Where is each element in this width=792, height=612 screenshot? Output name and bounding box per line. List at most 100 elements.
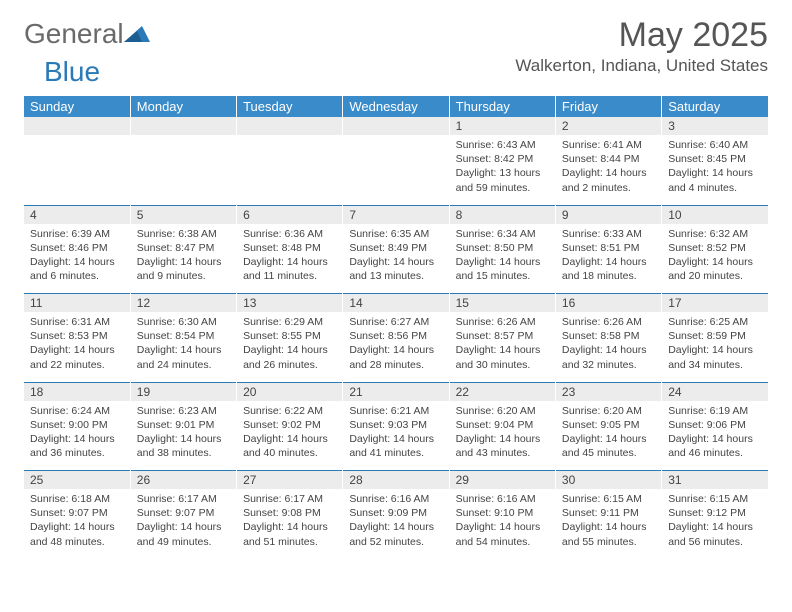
location: Walkerton, Indiana, United States [515,56,768,76]
day-detail-cell: Sunrise: 6:27 AMSunset: 8:56 PMDaylight:… [343,312,449,382]
logo-word1: General [24,18,124,50]
month-title: May 2025 [515,18,768,52]
day-detail-cell: Sunrise: 6:31 AMSunset: 8:53 PMDaylight:… [24,312,130,382]
sunrise-text: Sunrise: 6:38 AM [137,227,230,241]
daylight-text: Daylight: 14 hours and 15 minutes. [456,255,549,283]
day-header: Thursday [449,96,555,117]
daylight-text: Daylight: 14 hours and 2 minutes. [562,166,655,194]
sunset-text: Sunset: 9:10 PM [456,506,549,520]
daylight-text: Daylight: 14 hours and 22 minutes. [30,343,124,371]
sunset-text: Sunset: 8:49 PM [349,241,442,255]
sunset-text: Sunset: 8:45 PM [668,152,762,166]
day-header: Friday [555,96,661,117]
day-detail-cell: Sunrise: 6:17 AMSunset: 9:08 PMDaylight:… [237,489,343,559]
sunset-text: Sunset: 9:12 PM [668,506,762,520]
day-number-cell: 20 [237,382,343,401]
day-number-cell: 10 [662,205,768,224]
page: General May 2025 Walkerton, Indiana, Uni… [0,0,792,577]
daylight-text: Daylight: 14 hours and 55 minutes. [562,520,655,548]
day-detail-cell [343,135,449,205]
sunset-text: Sunset: 9:04 PM [456,418,549,432]
day-number-cell: 21 [343,382,449,401]
daylight-text: Daylight: 14 hours and 9 minutes. [137,255,230,283]
daylight-text: Daylight: 14 hours and 32 minutes. [562,343,655,371]
day-detail-cell: Sunrise: 6:21 AMSunset: 9:03 PMDaylight:… [343,401,449,471]
sunrise-text: Sunrise: 6:26 AM [456,315,549,329]
sunrise-text: Sunrise: 6:26 AM [562,315,655,329]
day-detail-cell: Sunrise: 6:22 AMSunset: 9:02 PMDaylight:… [237,401,343,471]
sunrise-text: Sunrise: 6:30 AM [137,315,230,329]
day-detail-cell: Sunrise: 6:16 AMSunset: 9:09 PMDaylight:… [343,489,449,559]
sunrise-text: Sunrise: 6:34 AM [456,227,549,241]
sunrise-text: Sunrise: 6:20 AM [562,404,655,418]
daylight-text: Daylight: 14 hours and 28 minutes. [349,343,442,371]
daylight-text: Daylight: 14 hours and 30 minutes. [456,343,549,371]
day-detail-cell: Sunrise: 6:15 AMSunset: 9:11 PMDaylight:… [555,489,661,559]
sunrise-text: Sunrise: 6:15 AM [562,492,655,506]
day-number-row: 25262728293031 [24,471,768,490]
daylight-text: Daylight: 14 hours and 46 minutes. [668,432,762,460]
sunrise-text: Sunrise: 6:40 AM [668,138,762,152]
day-detail-cell: Sunrise: 6:32 AMSunset: 8:52 PMDaylight:… [662,224,768,294]
day-header: Saturday [662,96,768,117]
day-detail-cell: Sunrise: 6:43 AMSunset: 8:42 PMDaylight:… [449,135,555,205]
sunset-text: Sunset: 9:03 PM [349,418,442,432]
sunrise-text: Sunrise: 6:16 AM [349,492,442,506]
daylight-text: Daylight: 14 hours and 20 minutes. [668,255,762,283]
sunset-text: Sunset: 8:57 PM [456,329,549,343]
sunrise-text: Sunrise: 6:17 AM [137,492,230,506]
daylight-text: Daylight: 14 hours and 51 minutes. [243,520,336,548]
day-detail-cell: Sunrise: 6:23 AMSunset: 9:01 PMDaylight:… [130,401,236,471]
day-detail-cell [24,135,130,205]
day-detail-cell [130,135,236,205]
day-number-cell [24,117,130,135]
day-number-cell: 13 [237,294,343,313]
day-detail-cell: Sunrise: 6:26 AMSunset: 8:58 PMDaylight:… [555,312,661,382]
logo-triangle-icon [124,24,150,44]
sunset-text: Sunset: 8:46 PM [30,241,124,255]
sunset-text: Sunset: 8:42 PM [456,152,549,166]
sunset-text: Sunset: 8:51 PM [562,241,655,255]
day-header: Sunday [24,96,130,117]
day-number-cell: 25 [24,471,130,490]
sunrise-text: Sunrise: 6:33 AM [562,227,655,241]
sunset-text: Sunset: 9:07 PM [137,506,230,520]
day-detail-cell: Sunrise: 6:19 AMSunset: 9:06 PMDaylight:… [662,401,768,471]
sunrise-text: Sunrise: 6:27 AM [349,315,442,329]
day-number-cell: 22 [449,382,555,401]
sunrise-text: Sunrise: 6:24 AM [30,404,124,418]
day-number-cell: 5 [130,205,236,224]
daylight-text: Daylight: 14 hours and 54 minutes. [456,520,549,548]
day-header: Wednesday [343,96,449,117]
day-detail-cell: Sunrise: 6:25 AMSunset: 8:59 PMDaylight:… [662,312,768,382]
sunset-text: Sunset: 9:02 PM [243,418,336,432]
day-number-cell [237,117,343,135]
day-detail-cell: Sunrise: 6:17 AMSunset: 9:07 PMDaylight:… [130,489,236,559]
day-detail-row: Sunrise: 6:24 AMSunset: 9:00 PMDaylight:… [24,401,768,471]
sunset-text: Sunset: 8:44 PM [562,152,655,166]
daylight-text: Daylight: 14 hours and 4 minutes. [668,166,762,194]
sunset-text: Sunset: 9:11 PM [562,506,655,520]
day-number-cell: 29 [449,471,555,490]
daylight-text: Daylight: 14 hours and 13 minutes. [349,255,442,283]
day-number-cell: 30 [555,471,661,490]
logo: General [24,18,152,50]
sunset-text: Sunset: 8:54 PM [137,329,230,343]
sunrise-text: Sunrise: 6:41 AM [562,138,655,152]
day-number-row: 123 [24,117,768,135]
sunrise-text: Sunrise: 6:22 AM [243,404,336,418]
day-detail-row: Sunrise: 6:43 AMSunset: 8:42 PMDaylight:… [24,135,768,205]
sunrise-text: Sunrise: 6:17 AM [243,492,336,506]
title-block: May 2025 Walkerton, Indiana, United Stat… [515,18,768,82]
day-number-row: 45678910 [24,205,768,224]
day-number-cell: 17 [662,294,768,313]
daylight-text: Daylight: 14 hours and 52 minutes. [349,520,442,548]
day-number-cell: 24 [662,382,768,401]
day-detail-cell: Sunrise: 6:29 AMSunset: 8:55 PMDaylight:… [237,312,343,382]
day-number-cell: 26 [130,471,236,490]
day-number-cell: 4 [24,205,130,224]
day-detail-cell [237,135,343,205]
daylight-text: Daylight: 14 hours and 18 minutes. [562,255,655,283]
sunset-text: Sunset: 9:09 PM [349,506,442,520]
day-number-cell: 31 [662,471,768,490]
